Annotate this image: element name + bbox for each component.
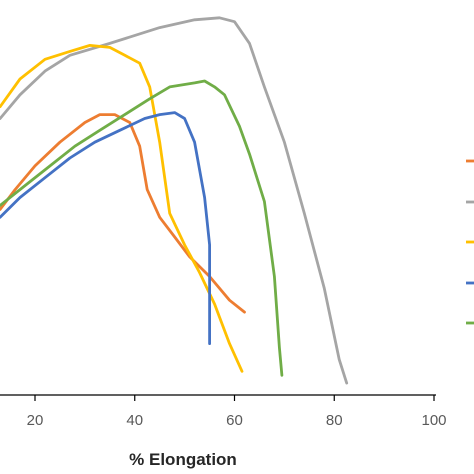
- series-line-5: [0, 79, 284, 377]
- series-line-3: [0, 44, 244, 373]
- x-tick-label: 80: [326, 412, 343, 429]
- series-layer: [0, 16, 349, 385]
- x-tick-label: 100: [421, 412, 446, 429]
- series-line-1: [0, 113, 246, 314]
- legend: [466, 159, 474, 325]
- series-line-2: [0, 16, 349, 385]
- series-line-4: [0, 111, 211, 345]
- x-tick-label: 40: [126, 412, 143, 429]
- x-tick-label: 60: [226, 412, 243, 429]
- x-tick-label: 20: [27, 412, 44, 429]
- x-axis-title: % Elongation: [129, 450, 237, 469]
- x-axis-ticks: 20 40 60 80 100: [27, 395, 447, 429]
